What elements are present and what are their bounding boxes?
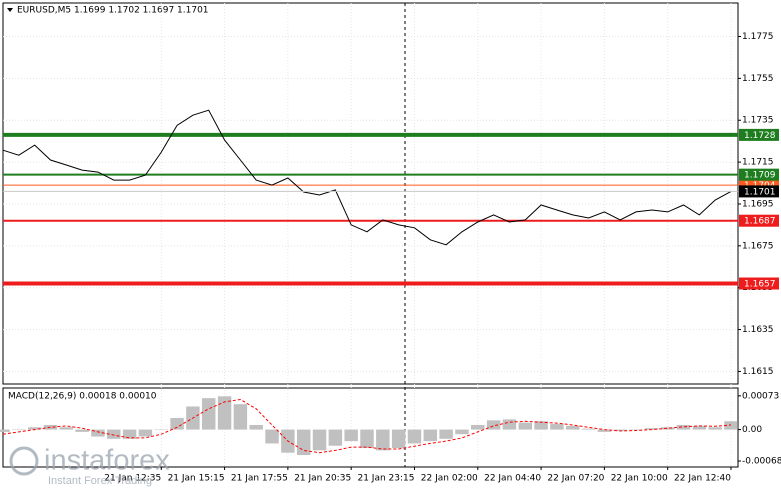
x-tick-label: 22 Jan 02:00 [421, 474, 478, 484]
macd-bar [328, 429, 343, 446]
macd-bar [676, 424, 691, 430]
macd-bar [502, 419, 517, 430]
y-tick-label: 1.1715 [742, 158, 774, 168]
macd-bar [27, 427, 42, 430]
macd-bar [439, 429, 453, 439]
macd-bar [534, 421, 548, 430]
x-tick-label: 22 Jan 12:40 [674, 474, 731, 484]
watermark-brand: instaforex [44, 445, 170, 477]
watermark: instaforex Instant Forex Trading [9, 445, 170, 487]
macd-bar [217, 396, 232, 430]
last-price-label: 1.1701 [744, 187, 776, 197]
x-tick-label: 21 Jan 12:35 [104, 474, 161, 484]
macd-bar [708, 427, 722, 430]
x-tick-label: 21 Jan 15:15 [168, 474, 225, 484]
level-label: 1.1687 [744, 217, 776, 227]
menu-icon [7, 8, 13, 12]
level-label: 1.1728 [744, 131, 776, 141]
price-line [2, 109, 732, 246]
macd-bar [170, 418, 184, 430]
macd-bar [645, 428, 659, 430]
macd-bar [296, 429, 311, 455]
y-tick-label: 1.1755 [742, 74, 774, 84]
macd-bar [486, 420, 501, 430]
macd-bar [0, 429, 10, 432]
macd-bar [423, 429, 438, 442]
level-label-box [739, 128, 779, 141]
macd-bar [154, 429, 168, 431]
macd-bar [471, 424, 485, 430]
y-tick-label: 0.00073 [742, 391, 779, 401]
y-tick-label: 1.1675 [742, 241, 774, 251]
x-tick-label: 21 Jan 23:15 [357, 474, 414, 484]
y-tick-label: 0.00 [742, 425, 762, 435]
macd-bar [344, 429, 358, 442]
y-tick-label: 1.1635 [742, 325, 774, 335]
macd-bar [566, 425, 580, 430]
signal-line [2, 398, 732, 454]
macd-bar [122, 429, 137, 439]
macd-bar [233, 404, 248, 430]
last-price-box [739, 185, 779, 198]
macd-bar [91, 429, 105, 437]
macd-bar [550, 424, 564, 430]
macd-bar [692, 425, 707, 430]
price-panel [2, 2, 739, 385]
macd-panel [2, 387, 739, 468]
watermark-logo [9, 446, 39, 476]
x-tick-label: 22 Jan 07:20 [547, 474, 604, 484]
macd-bar [597, 429, 612, 432]
chart-title: EURUSD,M5 1.1699 1.1702 1.1697 1.1701 [17, 6, 209, 16]
y-tick-label: 1.1615 [742, 367, 774, 377]
level-label: 1.1709 [744, 171, 776, 181]
macd-bar [138, 429, 153, 437]
macd-bar [660, 427, 675, 430]
macd-bar [391, 429, 406, 449]
level-label-box [739, 168, 779, 181]
level-label-box [739, 277, 779, 290]
macd-bar [613, 429, 627, 431]
watermark-tagline: Instant Forex Trading [48, 475, 152, 487]
y-tick-label: 1.1735 [742, 116, 774, 126]
macd-title: MACD(12,26,9) 0.00018 0.00010 [8, 392, 157, 402]
x-tick-label: 21 Jan 20:35 [294, 474, 351, 484]
macd-bar [265, 429, 279, 444]
y-tick-label: 1.1695 [742, 199, 774, 209]
macd-bar [59, 427, 74, 430]
macd-bar [312, 429, 327, 451]
macd-bar [629, 429, 643, 431]
level-label: 1.1657 [744, 280, 776, 290]
y-tick-label: 1.1775 [742, 32, 774, 42]
y-tick-label: -0.00068 [742, 456, 781, 466]
macd-bar [202, 398, 216, 430]
macd-bar [376, 429, 390, 451]
macd-bar [360, 429, 374, 449]
macd-bar [75, 429, 89, 432]
macd-bar [455, 429, 469, 435]
x-tick-label: 21 Jan 17:55 [231, 474, 288, 484]
macd-bar [518, 422, 532, 430]
macd-bar [581, 428, 596, 430]
x-tick-label: 22 Jan 04:40 [484, 474, 541, 484]
macd-bar [107, 429, 121, 439]
x-tick-label: 22 Jan 10:00 [611, 474, 668, 484]
macd-bar [407, 429, 422, 444]
level-label-box [739, 214, 779, 227]
macd-bar [12, 429, 26, 431]
macd-bar [249, 424, 263, 430]
